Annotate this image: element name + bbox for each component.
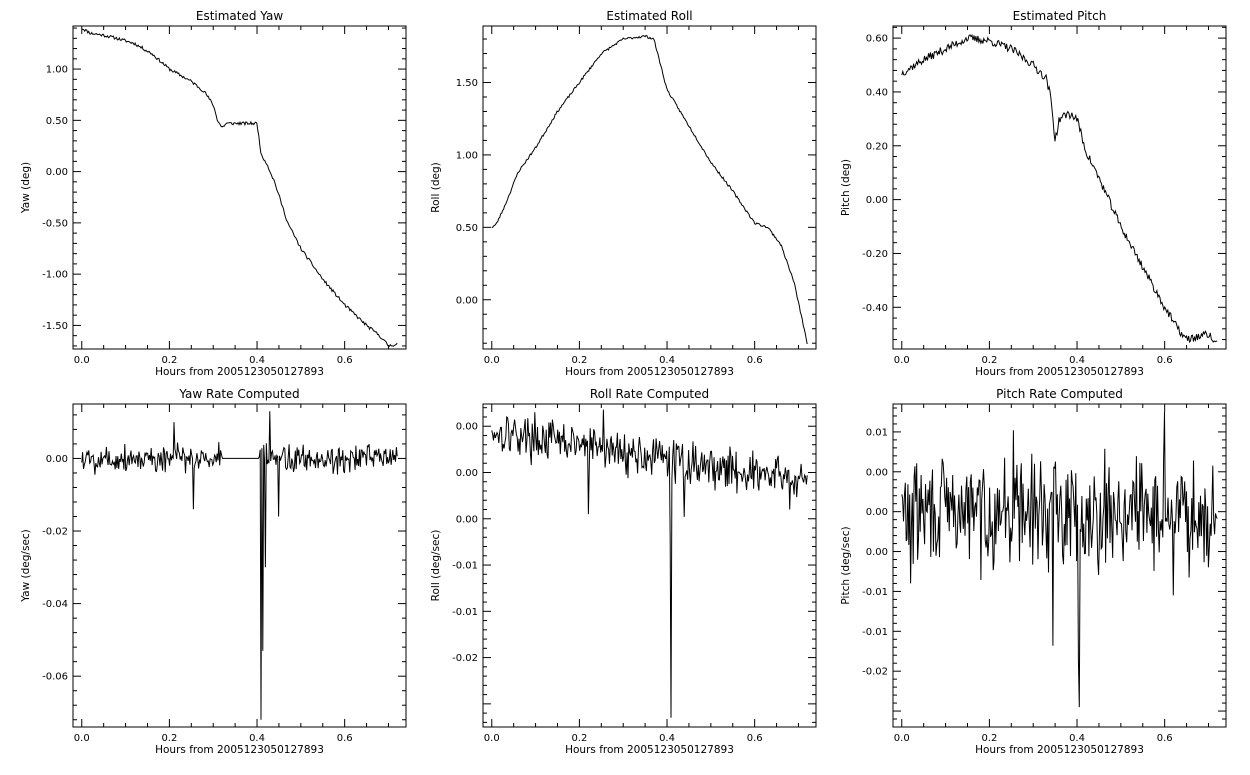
plot-frame — [892, 403, 1227, 728]
y-tick-label: -0.02 — [862, 667, 888, 678]
plot-frame — [482, 25, 817, 350]
y-tick-label: -0.01 — [862, 627, 888, 638]
x-tick-label: 0.6 — [337, 355, 353, 366]
x-tick-label: 0.0 — [484, 733, 500, 744]
x-tick-label: 0.4 — [659, 355, 675, 366]
y-tick-label: 0.00 — [866, 507, 888, 518]
y-tick-label: 0.00 — [866, 547, 888, 558]
y-tick-label: 0.00 — [46, 167, 68, 178]
chart-title: Roll Rate Computed — [590, 387, 709, 401]
x-tick-label: 0.6 — [337, 733, 353, 744]
y-tick-label: 1.00 — [456, 150, 478, 161]
y-axis-label: Yaw (deg) — [20, 162, 32, 214]
x-tick-label: 0.0 — [894, 355, 910, 366]
y-tick-label: 0.40 — [866, 87, 888, 98]
x-tick-label: 0.4 — [249, 733, 265, 744]
y-tick-label: -0.50 — [42, 218, 68, 229]
y-tick-label: -1.50 — [42, 321, 68, 332]
y-tick-label: -0.01 — [862, 587, 888, 598]
x-tick-label: 0.0 — [894, 733, 910, 744]
x-tick-label: 0.6 — [747, 733, 763, 744]
chart-yaw: Estimated Yaw Hours from 2005123050127893… — [20, 9, 407, 378]
x-tick-label: 0.6 — [1157, 355, 1173, 366]
y-axis-label: Yaw (deg/sec) — [20, 529, 32, 603]
y-tick-label: 0.01 — [866, 427, 888, 438]
y-axis-label: Pitch (deg) — [840, 159, 852, 216]
y-tick-label: 0.50 — [456, 223, 478, 234]
x-axis-label: Hours from 2005123050127893 — [565, 744, 734, 756]
y-tick-label: 0.50 — [46, 116, 68, 127]
series-line — [491, 409, 808, 718]
chart-title: Pitch Rate Computed — [996, 387, 1123, 401]
x-tick-label: 0.4 — [659, 733, 675, 744]
x-tick-label: 0.2 — [571, 733, 587, 744]
x-tick-label: 0.6 — [1157, 733, 1173, 744]
y-axis-label: Pitch (deg/sec) — [840, 526, 852, 604]
x-tick-label: 0.2 — [571, 355, 587, 366]
y-tick-label: 0.20 — [866, 141, 888, 152]
x-tick-label: 0.4 — [1069, 733, 1085, 744]
x-tick-label: 0.2 — [161, 355, 177, 366]
x-axis-label: Hours from 2005123050127893 — [975, 744, 1144, 756]
chart-roll: Estimated Roll Hours from 200512305012789… — [430, 9, 817, 378]
x-axis-label: Hours from 2005123050127893 — [155, 744, 324, 756]
y-tick-label: -1.00 — [42, 270, 68, 281]
y-tick-label: 1.00 — [46, 65, 68, 76]
x-tick-label: 0.2 — [981, 355, 997, 366]
chart-yaw_rate: Yaw Rate Computed Hours from 200512305012… — [20, 387, 407, 756]
plot-frame — [72, 403, 407, 728]
y-tick-label: -0.40 — [862, 303, 888, 314]
x-axis-label: Hours from 2005123050127893 — [155, 366, 324, 378]
y-tick-label: 0.60 — [866, 34, 888, 45]
y-tick-label: 0.00 — [866, 195, 888, 206]
series-line — [901, 33, 1218, 344]
y-tick-label: -0.06 — [42, 672, 68, 683]
x-tick-label: 0.0 — [484, 355, 500, 366]
y-tick-label: -0.01 — [452, 561, 478, 572]
y-tick-label: 0.00 — [456, 514, 478, 525]
y-tick-label: 1.50 — [456, 78, 478, 89]
y-tick-label: 0.00 — [456, 295, 478, 306]
chart-pitch: Estimated Pitch Hours from 20051230501278… — [840, 9, 1227, 378]
y-tick-label: 0.00 — [456, 468, 478, 479]
y-axis-label: Roll (deg/sec) — [430, 530, 442, 602]
series-line — [81, 28, 398, 347]
x-tick-label: 0.0 — [74, 355, 90, 366]
x-axis-label: Hours from 2005123050127893 — [975, 366, 1144, 378]
x-tick-label: 0.2 — [161, 733, 177, 744]
y-tick-label: -0.20 — [862, 249, 888, 260]
plot-frame — [892, 25, 1227, 350]
y-tick-label: -0.02 — [452, 653, 478, 664]
y-tick-label: 0.00 — [456, 422, 478, 433]
y-tick-label: -0.01 — [452, 607, 478, 618]
x-axis-label: Hours from 2005123050127893 — [565, 366, 734, 378]
chart-title: Yaw Rate Computed — [178, 387, 299, 401]
x-tick-label: 0.4 — [249, 355, 265, 366]
series-line — [491, 34, 808, 345]
chart-title: Estimated Yaw — [196, 9, 283, 23]
x-tick-label: 0.6 — [747, 355, 763, 366]
y-axis-label: Roll (deg) — [430, 162, 442, 212]
plot-frame — [72, 25, 407, 350]
x-tick-label: 0.0 — [74, 733, 90, 744]
chart-pitch_rate: Pitch Rate Computed Hours from 2005123050… — [840, 387, 1227, 756]
y-tick-label: 0.00 — [866, 467, 888, 478]
y-tick-label: 0.00 — [46, 454, 68, 465]
series-line — [901, 411, 1218, 708]
chart-title: Estimated Roll — [606, 9, 692, 23]
x-tick-label: 0.4 — [1069, 355, 1085, 366]
y-tick-label: -0.02 — [42, 527, 68, 538]
y-tick-label: -0.04 — [42, 599, 68, 610]
chart-title: Estimated Pitch — [1013, 9, 1107, 23]
x-tick-label: 0.2 — [981, 733, 997, 744]
chart-roll_rate: Roll Rate Computed Hours from 20051230501… — [430, 387, 817, 756]
series-line — [81, 411, 398, 720]
